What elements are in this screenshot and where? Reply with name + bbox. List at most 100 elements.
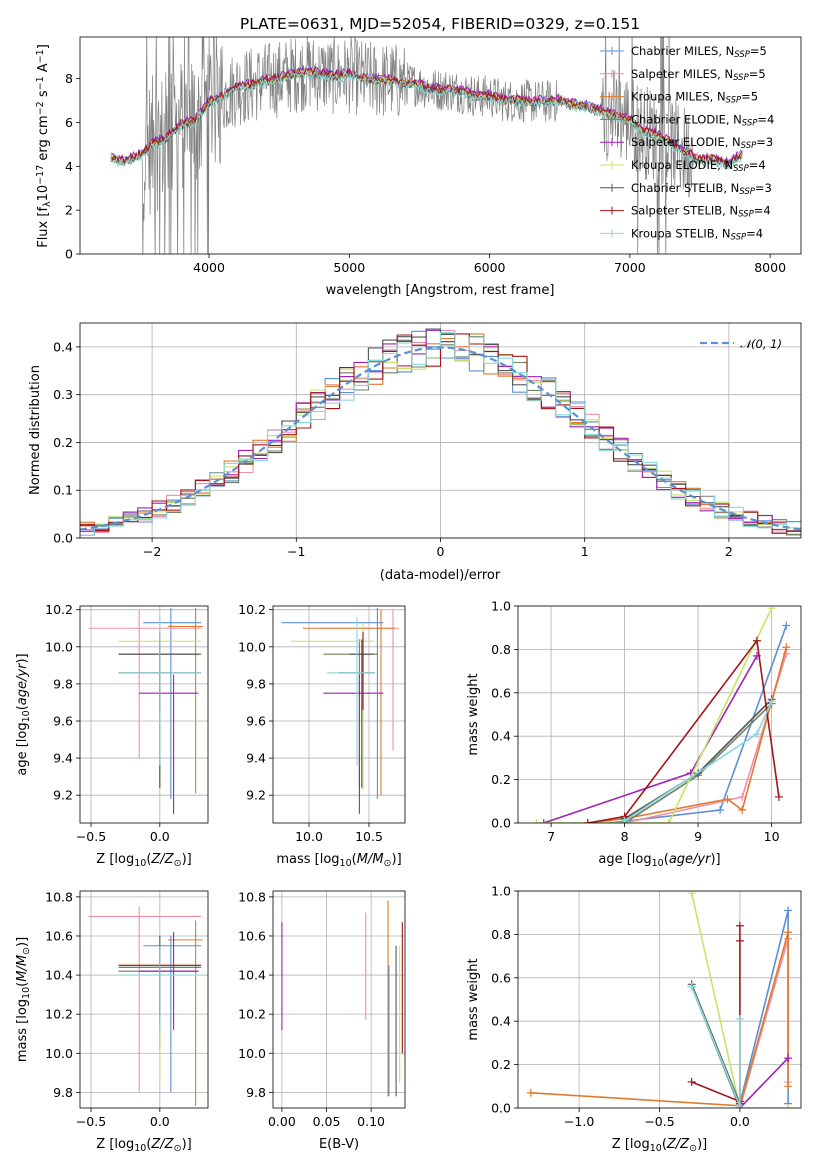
residuals-xtick-label: 2: [725, 544, 733, 559]
mass_vs_Z-grid: [80, 891, 208, 1108]
age_vs_Z-ytick-label: 10.2: [45, 602, 73, 617]
spectrum-ylabel-part: erg cm: [36, 115, 51, 164]
spectrum-ytick-label: 4: [65, 159, 73, 174]
spectrum-ylabel-part: 10: [36, 185, 51, 202]
age_vs_mass-ytick-label: 9.6: [246, 713, 266, 728]
spectrum-ytick-label: 2: [65, 203, 73, 218]
spectrum-xtick-label: 5000: [333, 260, 365, 275]
legend-label-main: Chabrier MILES, N: [631, 44, 734, 58]
mass-weight-point-chabrier_miles: [716, 805, 725, 814]
mass_weight_vs_Z-grid: [518, 891, 801, 1108]
mass-weight-point-kroupa_miles: [723, 795, 732, 804]
age_vs_mass-plot: [273, 606, 405, 823]
mass-weight-point-kroupa_miles: [784, 1082, 793, 1091]
mass_weight_vs_Z-ytick-label: 0.8: [491, 927, 511, 942]
mass-weight-point-salpeter_stelib: [735, 936, 744, 945]
mass_vs_ebv-ytick-label: 9.8: [246, 1085, 266, 1100]
legend-label-main: Chabrier STELIB, N: [631, 181, 739, 195]
mass-weight-point-kroupa_elodie: [767, 606, 776, 613]
spectrum-ylabel-part: A: [36, 63, 51, 76]
age_vs_Z-panel: −0.5 0.09.29.49.69.810.010.2Z [log10(Z/Z⊙…: [15, 602, 209, 869]
mass_weight_vs_age-ylabel: mass weight: [466, 673, 481, 755]
mass_vs_ebv-ytick-label: 10.0: [238, 1046, 266, 1061]
mass-weight-point-kroupa_stelib: [620, 816, 629, 823]
age_vs_mass-grid: [273, 606, 405, 823]
residuals-ytick-label: 0.4: [53, 339, 73, 354]
legend-label-chabrier_stelib: Chabrier STELIB, NSSP=3: [631, 181, 772, 197]
legend-label-suffix: =4: [749, 158, 766, 172]
spectrum-ylabel-part: Flux [f: [36, 207, 51, 248]
age_vs_Z-ytick-label: 9.4: [53, 751, 73, 766]
mass_weight_vs_age-xtick-label: 7: [547, 829, 555, 844]
mass_weight_vs_age-xlabel: age [log10(age/yr)]: [598, 852, 720, 869]
mass_weight_vs_Z-ytick-label: 1.0: [491, 884, 511, 899]
mass_vs_Z-xlabel: Z [log10(Z/Z⊙)]: [96, 1137, 191, 1154]
mass_vs_ebv-ytick-label: 10.2: [238, 1007, 266, 1022]
residual-hist-kroupa_stelib: [80, 331, 801, 537]
mass_weight_vs_Z-xtick-label: 0.0: [730, 1114, 750, 1129]
mass_vs_Z-xlabel-part: )]: [182, 1137, 192, 1152]
mass_weight_vs_Z-ylabel: mass weight: [466, 958, 481, 1040]
residuals-ylabel: Normed distribution: [28, 365, 43, 495]
mass-weight-point-kroupa_elodie: [532, 819, 541, 823]
mass_weight_vs_Z-xlabel-part: Z/Z: [666, 1137, 690, 1152]
legend-label-suffix: =4: [754, 204, 771, 218]
spectrum-ytick-label: 6: [65, 115, 73, 130]
mass-weight-point-salpeter_stelib: [735, 921, 744, 930]
age_vs_mass-panel: 10.0 10.5 9.2 9.4 9.6 9.8 10.0 10.2 mass [log10(…: [238, 602, 406, 869]
mass_vs_ebv-grid: [273, 891, 405, 1108]
legend-label-main: Kroupa ELODIE, N: [631, 158, 733, 172]
mass_vs_Z-ytick-label: 10.2: [45, 1007, 73, 1022]
mass_weight_vs_Z-panel: −1.0 −0.5 0.0 0.0 0.2 0.4 0.6 0.8 1.0 Z [log10(Z/…: [466, 884, 802, 1154]
legend-label-suffix: =5: [741, 90, 758, 104]
mass_weight_vs_Z-ytick-label: 0.6: [491, 970, 511, 985]
spectrum-plot: [110, 37, 743, 254]
residuals-xtick-label: −2: [143, 544, 161, 559]
spectrum-panel: 4000 5000 6000 7000 8000 0 2 4 6 8 wavelength [Ang…: [35, 36, 802, 298]
spectrum-xlabel: wavelength [Angstrom, rest frame]: [326, 283, 555, 298]
mass_vs_Z-ylabel-part: )]: [15, 937, 30, 947]
legend-label-suffix: =3: [755, 181, 772, 195]
age_vs_Z-xlabel-part: (: [146, 852, 151, 867]
mass_weight_vs_Z-ytick-label: 0.4: [491, 1014, 511, 1029]
mass_vs_Z-xtick-label: −0.5: [76, 1114, 106, 1129]
age_vs_Z-ylabel-part: 10: [21, 710, 32, 722]
mass_vs_Z-ytick-label: 10.6: [45, 928, 73, 943]
mass-weight-point-kroupa_miles: [526, 1088, 535, 1097]
mass_vs_Z-ytick-label: 9.8: [53, 1085, 73, 1100]
legend-label-main: Kroupa STELIB, N: [631, 226, 731, 240]
mass_vs_ebv-frame: [272, 890, 406, 1109]
mass_weight_vs_age-xtick-label: 8: [621, 829, 629, 844]
residuals-plot: [80, 323, 801, 538]
mass_vs_Z-ytick-label: 10.0: [45, 1046, 73, 1061]
spectrum-ylabel-part: −2: [35, 101, 46, 115]
mass_weight_vs_age-ytick-label: 0.0: [491, 816, 511, 831]
mass_vs_Z-ytick-label: 10.8: [45, 889, 73, 904]
age_vs_mass-ytick-label: 9.8: [246, 676, 266, 691]
mass-weight-point-salpeter_elodie: [784, 1054, 793, 1063]
legend-label-sub: SSP: [742, 119, 758, 129]
mass-weight-point-salpeter_stelib: [774, 792, 783, 801]
legend-label-suffix: =4: [746, 226, 763, 240]
residuals-xtick-label: 0: [437, 544, 445, 559]
spectrum-ylabel-part: λ: [42, 201, 53, 207]
mass_vs_Z-ylabel: mass [log10(M/M⊙)]: [15, 937, 32, 1062]
mass_weight_vs_Z-xlabel-part: )]: [697, 1137, 707, 1152]
spectrum-ytick-label: 0: [65, 247, 73, 262]
mass_vs_ebv-ytick-label: 10.4: [238, 968, 266, 983]
legend-label-main: Salpeter ELODIE, N: [631, 135, 741, 149]
mass-weight-point-salpeter_miles: [738, 792, 747, 801]
mass_vs_ebv-xtick-label: 0.10: [357, 1114, 385, 1129]
mass_vs_Z-ytick-label: 10.4: [45, 968, 73, 983]
age_vs_Z-xtick-label: 0.0: [150, 829, 170, 844]
age_vs_Z-xlabel-part: )]: [182, 852, 192, 867]
legend-label-sub: SSP: [741, 141, 757, 151]
residuals-frame: [79, 322, 802, 539]
mass_vs_Z-xlabel-part: 10: [134, 1143, 146, 1154]
legend-label-kroupa_miles: Kroupa MILES, NSSP=5: [631, 90, 758, 106]
mass_weight_vs_Z-xlabel-part: (: [662, 1137, 667, 1152]
age_vs_mass-xtick-label: 10.5: [355, 829, 383, 844]
mass-weight-line-kroupa_miles: [530, 931, 789, 1107]
